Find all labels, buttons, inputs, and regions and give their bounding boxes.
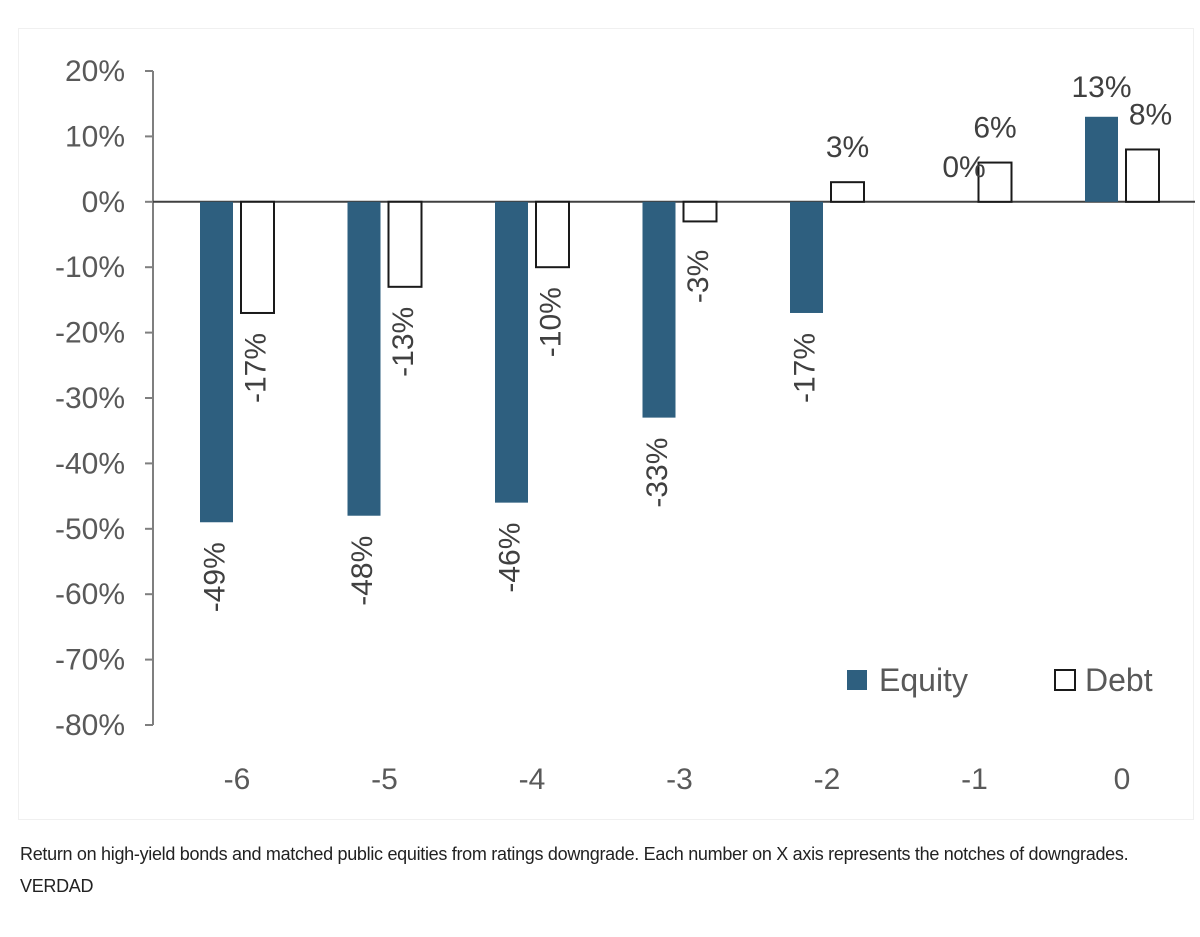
debt-bar [682, 200, 718, 223]
debt-bar [240, 200, 275, 314]
x-tick-label: -1 [961, 763, 988, 796]
y-tick-label: -70% [55, 644, 125, 677]
x-tick-label: 0 [1114, 763, 1131, 796]
equity-value-label: -17% [788, 333, 821, 403]
debt-bar [830, 181, 865, 203]
debt-value-label: 6% [973, 112, 1016, 145]
equity-bar [790, 201, 823, 313]
equity-value-label: -48% [346, 536, 379, 606]
legend-equity-swatch [847, 670, 867, 690]
debt-value-label: -3% [682, 250, 715, 303]
y-tick-label: 0% [82, 186, 125, 219]
x-tick-label: -4 [519, 763, 546, 796]
equity-value-label: 0% [942, 151, 985, 184]
debt-bar [1125, 148, 1160, 203]
y-tick-label: 20% [65, 55, 125, 88]
equity-value-label: -49% [198, 542, 231, 612]
legend-debt-swatch [1054, 669, 1076, 691]
debt-bar [387, 200, 423, 288]
debt-value-label: 8% [1129, 98, 1172, 131]
x-tick-label: -6 [224, 763, 251, 796]
figure-caption: Return on high-yield bonds and matched p… [20, 844, 1129, 896]
debt-value-label: 3% [826, 131, 869, 164]
bar-chart: 20%10%0%-10%-20%-30%-40%-50%-60%-70%-80%… [55, 55, 1195, 796]
legend-debt-label: Debt [1085, 662, 1153, 698]
equity-bar [495, 201, 528, 503]
equity-value-label: -33% [641, 438, 674, 508]
equity-bar [1085, 116, 1118, 202]
debt-value-label: -17% [239, 333, 272, 403]
x-tick-label: -3 [666, 763, 693, 796]
y-tick-label: -20% [55, 317, 125, 350]
equity-value-label: 13% [1071, 71, 1131, 104]
equity-value-label: -46% [493, 523, 526, 593]
debt-value-label: -10% [534, 287, 567, 357]
y-tick-label: -60% [55, 578, 125, 611]
debt-bar [977, 161, 1013, 203]
y-tick-label: -40% [55, 447, 125, 480]
equity-bar [347, 201, 381, 516]
y-tick-label: 10% [65, 120, 125, 153]
y-tick-label: -30% [55, 382, 125, 415]
x-tick-label: -5 [371, 763, 398, 796]
equity-bar [200, 201, 233, 523]
y-tick-label: -10% [55, 251, 125, 284]
legend-equity-label: Equity [879, 662, 968, 698]
y-tick-label: -80% [55, 709, 125, 742]
debt-value-label: -13% [387, 307, 420, 377]
y-tick-label: -50% [55, 513, 125, 546]
debt-bar [535, 200, 570, 269]
x-tick-label: -2 [814, 763, 841, 796]
chart-area: 20% 10% 0% -10% -20% -30% -40% -50% -60% -70% -80%… [18, 28, 1195, 820]
equity-bar [642, 201, 676, 418]
